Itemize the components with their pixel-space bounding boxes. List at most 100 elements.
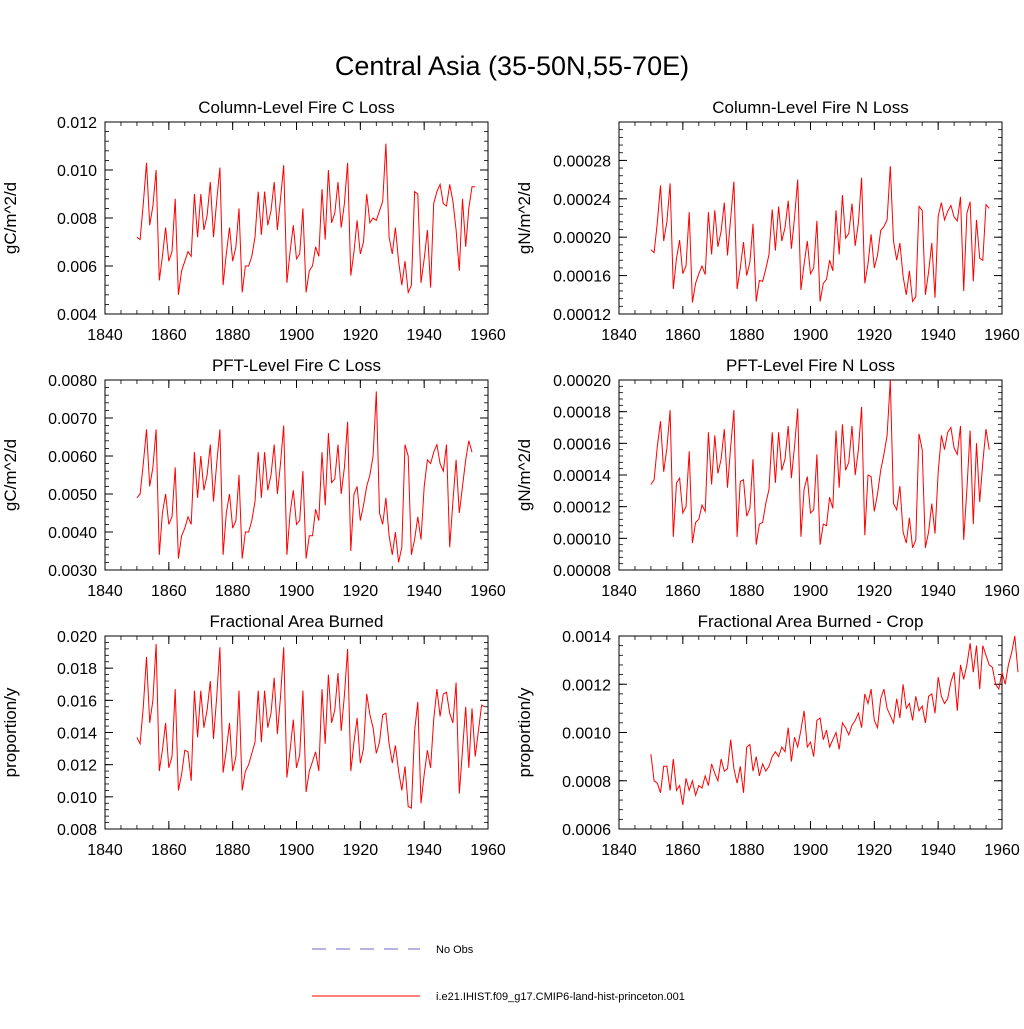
y-tick-label: 0.008 <box>57 211 97 228</box>
panel-title: Column-Level Fire C Loss <box>198 98 395 117</box>
x-tick-label: 1960 <box>984 327 1020 344</box>
legend-obs-label: No Obs <box>436 944 474 956</box>
y-tick-label: 0.00014 <box>553 468 611 485</box>
x-tick-label: 1960 <box>470 583 506 600</box>
x-tick-label: 1920 <box>343 842 379 859</box>
x-tick-label: 1940 <box>406 583 442 600</box>
series-line <box>136 391 473 563</box>
y-tick-label: 0.014 <box>57 726 97 743</box>
panels-group: 1840 1860 1880 1900 1920 1940 1960 0.004 0.006 0.… <box>1 98 1020 859</box>
y-tick-label: 0.008 <box>57 822 97 839</box>
x-tick-label: 1880 <box>729 327 765 344</box>
x-tick-label: 1860 <box>151 327 187 344</box>
x-tick-label: 1940 <box>920 842 956 859</box>
x-tick-label: 1940 <box>920 327 956 344</box>
y-axis-label: gN/m^2/d <box>515 439 534 511</box>
y-tick-label: 0.0040 <box>48 525 97 542</box>
y-tick-label: 0.00012 <box>553 500 611 517</box>
y-axis-label: gC/m^2/d <box>1 439 20 511</box>
plot-frame <box>104 635 489 830</box>
chart-panel-4: 1840 1860 1880 1900 1920 1940 1960 0.00008 0.000… <box>515 356 1020 600</box>
x-tick-label: 1920 <box>857 583 893 600</box>
panel-title: PFT-Level Fire C Loss <box>212 356 381 375</box>
x-tick-label: 1920 <box>857 327 893 344</box>
panel-title: PFT-Level Fire N Loss <box>726 356 895 375</box>
y-tick-label: 0.0070 <box>48 411 97 428</box>
plot-frame <box>618 379 1003 571</box>
x-tick-label: 1900 <box>793 842 829 859</box>
y-tick-label: 0.00020 <box>553 230 611 247</box>
y-tick-label: 0.00028 <box>553 153 611 170</box>
y-tick-label: 0.0030 <box>48 563 97 580</box>
chart-panel-2: 1840 1860 1880 1900 1920 1940 1960 0.00012 0.000… <box>515 98 1020 344</box>
y-tick-label: 0.00010 <box>553 531 611 548</box>
series-line <box>650 635 1019 805</box>
x-tick-label: 1860 <box>151 842 187 859</box>
y-tick-label: 0.0014 <box>562 629 611 646</box>
x-tick-label: 1940 <box>406 842 442 859</box>
x-tick-label: 1880 <box>215 583 251 600</box>
series-line <box>136 143 476 295</box>
x-tick-label: 1900 <box>279 327 315 344</box>
x-tick-label: 1900 <box>279 842 315 859</box>
y-axis-label: gC/m^2/d <box>1 182 20 254</box>
panel-title: Column-Level Fire N Loss <box>712 98 909 117</box>
y-tick-label: 0.0010 <box>562 726 611 743</box>
x-tick-label: 1960 <box>984 842 1020 859</box>
y-tick-label: 0.016 <box>57 693 97 710</box>
series-line <box>136 643 486 809</box>
y-tick-label: 0.00016 <box>553 436 611 453</box>
y-tick-label: 0.00012 <box>553 307 611 324</box>
y-tick-label: 0.006 <box>57 259 97 276</box>
x-tick-label: 1880 <box>215 327 251 344</box>
y-axis-label: proportion/y <box>1 687 20 777</box>
chart-panel-3: 1840 1860 1880 1900 1920 1940 1960 0.0030 0.0040… <box>1 356 506 600</box>
x-tick-label: 1840 <box>601 327 637 344</box>
legend-model-label: i.e21.IHIST.f09_g17.CMIP6-land-hist-prin… <box>436 991 685 1003</box>
y-tick-label: 0.010 <box>57 163 97 180</box>
y-tick-label: 0.004 <box>57 307 97 324</box>
series-line <box>650 379 990 548</box>
y-tick-label: 0.0050 <box>48 487 97 504</box>
x-tick-label: 1860 <box>665 583 701 600</box>
y-tick-label: 0.012 <box>57 115 97 132</box>
x-tick-label: 1960 <box>984 583 1020 600</box>
plot-frame <box>618 635 1003 830</box>
x-tick-label: 1880 <box>729 842 765 859</box>
x-tick-label: 1840 <box>601 842 637 859</box>
y-tick-label: 0.0060 <box>48 449 97 466</box>
page-title: Central Asia (35-50N,55-70E) <box>335 51 689 81</box>
x-tick-label: 1920 <box>343 327 379 344</box>
x-tick-label: 1840 <box>601 583 637 600</box>
y-tick-label: 0.00024 <box>553 192 611 209</box>
x-tick-label: 1900 <box>793 583 829 600</box>
panel-title: Fractional Area Burned - Crop <box>698 612 924 631</box>
y-axis-label: gN/m^2/d <box>515 182 534 254</box>
x-tick-label: 1960 <box>470 327 506 344</box>
y-tick-label: 0.00020 <box>553 373 611 390</box>
x-tick-label: 1920 <box>343 583 379 600</box>
y-axis-label: proportion/y <box>515 687 534 777</box>
y-tick-label: 0.0080 <box>48 373 97 390</box>
y-tick-label: 0.0006 <box>562 822 611 839</box>
y-tick-label: 0.018 <box>57 661 97 678</box>
x-tick-label: 1920 <box>857 842 893 859</box>
chart-panel-6: 1840 1860 1880 1900 1920 1940 1960 0.0006 0.0008… <box>515 612 1020 859</box>
y-tick-label: 0.00018 <box>553 405 611 422</box>
x-tick-label: 1860 <box>665 327 701 344</box>
x-tick-label: 1880 <box>215 842 251 859</box>
y-tick-label: 0.010 <box>57 790 97 807</box>
x-tick-label: 1860 <box>151 583 187 600</box>
x-tick-label: 1840 <box>87 327 123 344</box>
x-tick-label: 1900 <box>279 583 315 600</box>
y-tick-label: 0.00016 <box>553 269 611 286</box>
legend: No Obs i.e21.IHIST.f09_g17.CMIP6-land-hi… <box>312 944 685 1003</box>
x-tick-label: 1840 <box>87 583 123 600</box>
x-tick-label: 1900 <box>793 327 829 344</box>
y-tick-label: 0.020 <box>57 629 97 646</box>
y-tick-label: 0.0008 <box>562 774 611 791</box>
plot-frame <box>104 379 489 571</box>
x-tick-label: 1860 <box>665 842 701 859</box>
